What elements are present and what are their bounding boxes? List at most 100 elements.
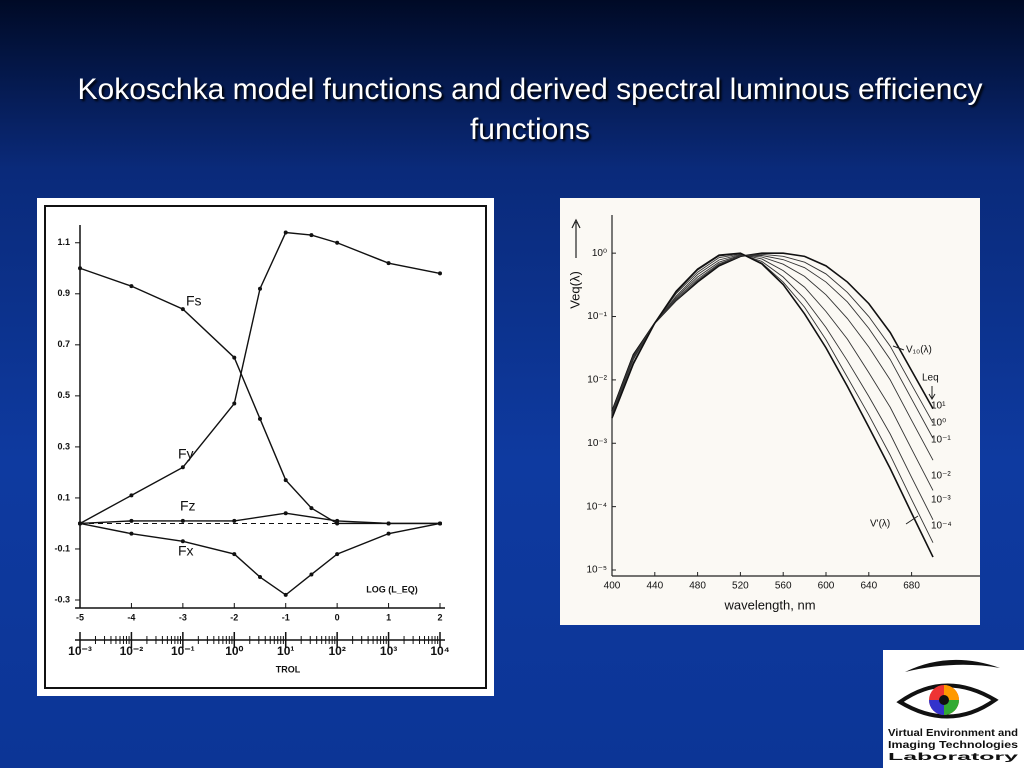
x-tick-label: 1	[386, 612, 391, 622]
x2-tick-label: 10⁻³	[68, 644, 92, 658]
data-point	[232, 355, 237, 360]
series-label: 10⁻³	[931, 495, 951, 506]
data-point	[129, 284, 134, 289]
x2-tick-label: 10²	[328, 644, 345, 658]
x-tick-label: 2	[437, 612, 442, 622]
series-label: Fz	[180, 498, 196, 514]
slide-title: Kokoschka model functions and derived sp…	[77, 73, 983, 146]
data-point	[283, 511, 288, 516]
series-line	[79, 522, 441, 596]
y-tick-label: 0.1	[57, 492, 70, 502]
series-label: 10¹	[931, 401, 946, 412]
data-point	[258, 416, 262, 421]
data-point	[78, 521, 82, 526]
data-point	[335, 518, 340, 523]
annotation: LOG (L_EQ)	[366, 584, 418, 594]
logo-text: Virtual Environment and	[888, 727, 1018, 739]
y-axis-arrow	[571, 218, 581, 258]
x2-axis-label: TROL	[276, 664, 301, 674]
data-point	[78, 266, 82, 271]
data-point	[438, 271, 442, 276]
y-tick-label: 0.7	[57, 339, 70, 349]
data-point	[258, 286, 262, 291]
series-label: 10⁻¹	[931, 435, 951, 446]
logo-text: Imaging Technologies	[888, 739, 1018, 751]
series-label: V'(λ)	[870, 519, 890, 530]
data-point	[386, 521, 391, 526]
data-point	[180, 518, 185, 523]
annotation-arrow	[928, 386, 936, 400]
x2-tick-label: 10⁴	[430, 644, 449, 658]
y-tick-label: 10⁻⁵	[586, 565, 607, 576]
data-point	[309, 233, 314, 238]
series-label: 10⁻⁴	[931, 521, 952, 532]
data-point	[258, 575, 262, 580]
x-tick-label: -3	[179, 612, 187, 622]
series-line	[611, 253, 934, 424]
series-line	[611, 252, 934, 558]
data-point	[180, 307, 185, 312]
data-point	[386, 531, 391, 536]
data-point	[232, 401, 237, 406]
y-tick-label: 0.9	[57, 288, 70, 298]
y-tick-label: 0.3	[57, 441, 70, 451]
x-axis-label: wavelength, nm	[723, 597, 815, 612]
y-tick-label: 1.1	[57, 237, 70, 247]
data-point	[180, 465, 185, 470]
figure-left	[37, 198, 494, 696]
x-tick-label: 640	[860, 581, 877, 592]
data-point	[232, 518, 237, 523]
data-point	[283, 592, 288, 597]
leader-line	[905, 515, 919, 525]
x-tick-label: 520	[732, 581, 749, 592]
data-point	[232, 552, 237, 557]
series-label: 10⁻²	[931, 471, 951, 482]
x-tick-label: -5	[76, 612, 84, 622]
figure-right	[560, 198, 980, 625]
data-point	[386, 261, 391, 266]
annotation: Leq	[922, 373, 939, 384]
data-point	[309, 572, 314, 577]
data-point	[335, 552, 340, 557]
leader-line	[892, 345, 905, 351]
x-tick-label: -1	[282, 612, 290, 622]
x2-tick-label: 10⁻¹	[171, 644, 195, 658]
data-point	[335, 240, 340, 245]
data-point	[309, 506, 314, 511]
y-tick-label: 10⁻¹	[587, 311, 607, 322]
x-tick-label: 480	[689, 581, 706, 592]
data-point	[438, 521, 442, 526]
x-tick-label: -4	[127, 612, 135, 622]
y-tick-label: 10⁻³	[587, 438, 607, 449]
x2-tick-label: 10³	[380, 644, 397, 658]
y-tick-label: 10⁻²	[587, 375, 607, 386]
y-tick-label: 10⁰	[592, 248, 607, 259]
x-tick-label: 0	[335, 612, 340, 622]
logo-text: Laboratory	[888, 751, 1018, 763]
x2-tick-label: 10⁰	[225, 644, 243, 658]
series-label: V₁₀(λ)	[906, 345, 932, 356]
x-tick-label: 400	[604, 581, 621, 592]
series-label: Fs	[186, 293, 202, 309]
data-point	[129, 493, 134, 498]
x2-tick-label: 10⁻²	[120, 644, 144, 658]
series-line	[611, 254, 934, 439]
y-tick-label: -0.1	[54, 543, 70, 553]
data-point	[129, 518, 134, 523]
data-point	[129, 531, 134, 536]
data-point	[283, 230, 288, 235]
x-tick-label: 600	[818, 581, 835, 592]
series-label: Fy	[178, 446, 194, 462]
x-tick-label: 680	[903, 581, 920, 592]
x-tick-label: 440	[646, 581, 663, 592]
series-label: Fx	[178, 543, 194, 559]
data-point	[180, 539, 185, 544]
x2-tick-label: 10¹	[277, 644, 294, 658]
y-tick-label: 10⁻⁴	[586, 501, 607, 512]
y-tick-label: -0.3	[54, 594, 70, 604]
y-tick-label: 0.5	[57, 390, 70, 400]
y-axis-label: Veq(λ)	[567, 271, 582, 309]
x-tick-label: -2	[230, 612, 238, 622]
